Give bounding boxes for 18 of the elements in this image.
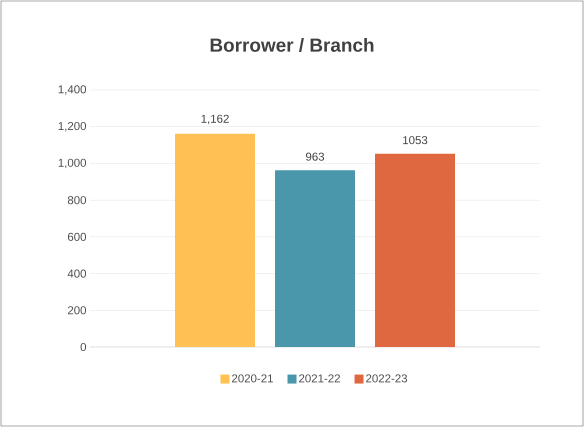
chart-title: Borrower / Branch [210,38,374,52]
y-tick-label: 1,200 [58,122,86,132]
y-tick-label: 1,000 [58,158,86,168]
legend-label: 2020-21 [232,374,273,382]
legend-label: 2022-23 [366,374,408,382]
legend-label: 2021-22 [299,374,340,382]
y-tick-label: 400 [68,270,86,278]
bar [275,170,356,347]
y-tick-label: 0 [80,342,86,352]
bar [175,134,256,347]
y-tick-label: 800 [68,196,86,204]
data-label: 1053 [403,136,428,144]
data-label: 963 [306,152,324,161]
y-tick-label: 200 [68,306,86,314]
y-tick-label: 1,400 [58,85,86,95]
y-tick-label: 600 [68,232,86,241]
data-label: 1,162 [202,114,229,124]
bar [375,154,456,347]
